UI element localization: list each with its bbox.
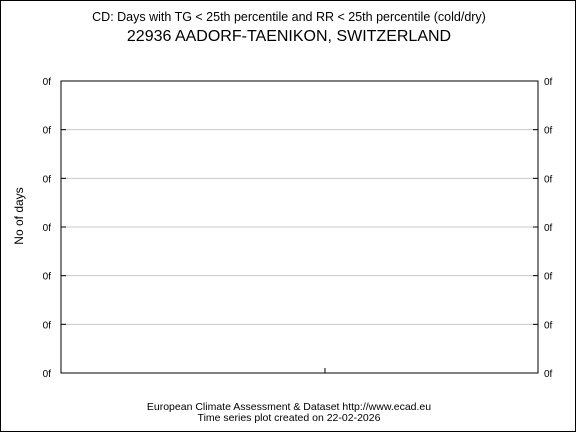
- y-tick-label-right: 0f: [544, 126, 553, 137]
- y-tick-label-right: 0f: [544, 320, 553, 331]
- y-tick-label-left: 0f: [43, 369, 52, 380]
- y-tick-label-left: 0f: [43, 223, 52, 234]
- chart-subtitle: 22936 AADORF-TAENIKON, SWITZERLAND: [126, 28, 452, 45]
- y-tick-label-left: 0f: [43, 174, 52, 185]
- y-tick-label-right: 0f: [544, 174, 553, 185]
- y-tick-label-left: 0f: [43, 272, 52, 283]
- y-tick-label-right: 0f: [544, 369, 553, 380]
- y-tick-label-left: 0f: [43, 320, 52, 331]
- y-tick-label-left: 0f: [43, 77, 52, 88]
- y-tick-label-right: 0f: [544, 272, 553, 283]
- footer-created: Time series plot created on 22-02-2026: [197, 412, 381, 424]
- y-ticks: 0f 0f 0f 0f 0f 0f 0f 0f 0f 0f 0f 0f 0f 0f: [43, 77, 553, 380]
- y-tick-label-right: 0f: [544, 77, 553, 88]
- y-tick-label-left: 0f: [43, 126, 52, 137]
- grid-lines: [61, 129, 538, 325]
- footer-source: European Climate Assessment & Dataset ht…: [146, 401, 432, 413]
- y-tick-label-right: 0f: [544, 223, 553, 234]
- chart-title: CD: Days with TG < 25th percentile and R…: [92, 10, 486, 24]
